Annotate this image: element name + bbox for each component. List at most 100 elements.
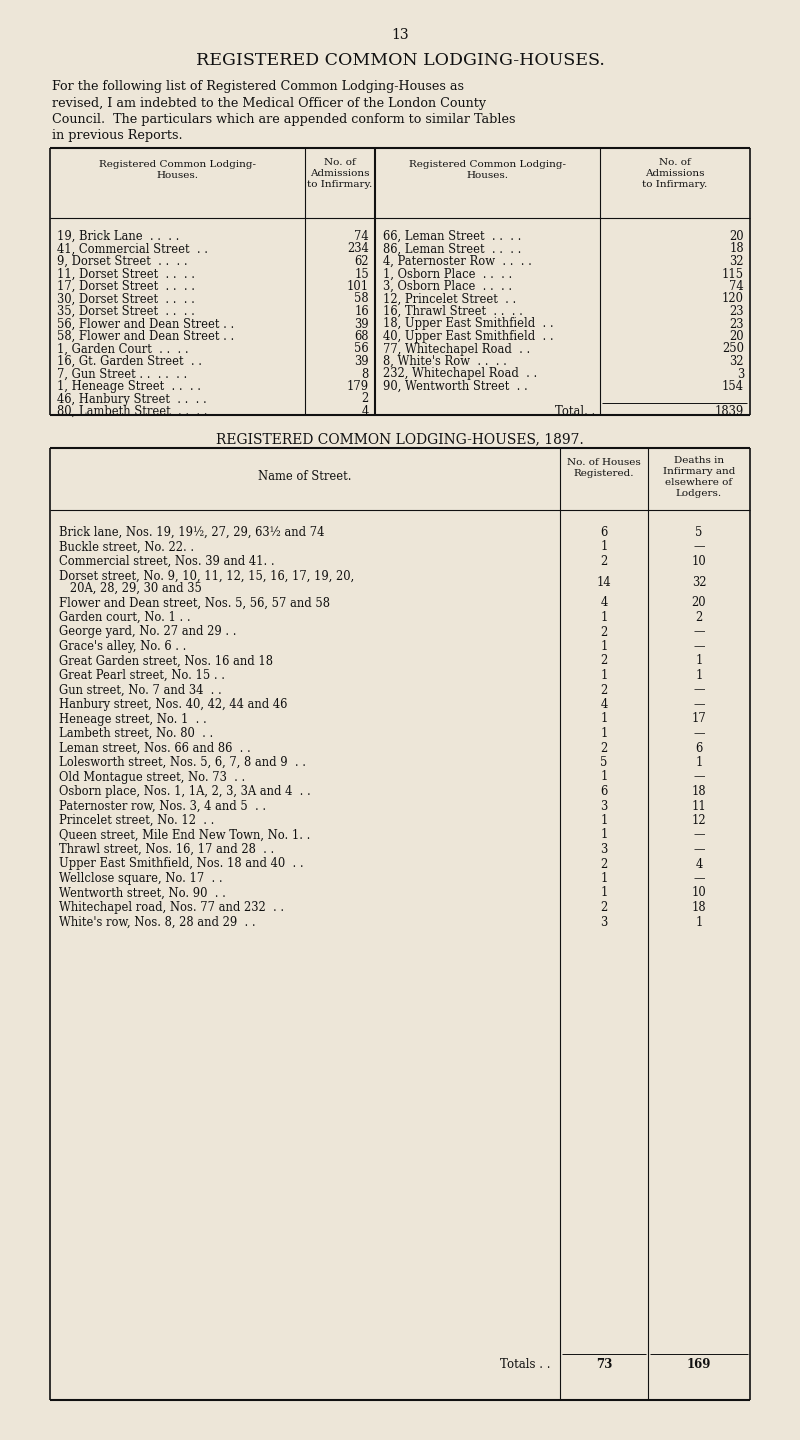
Text: 6: 6 [600, 785, 608, 798]
Text: 74: 74 [730, 279, 744, 292]
Text: Dorset street, No. 9, 10, 11, 12, 15, 16, 17, 19, 20,: Dorset street, No. 9, 10, 11, 12, 15, 16… [59, 569, 354, 583]
Text: No. of Houses: No. of Houses [567, 458, 641, 467]
Text: 10: 10 [692, 887, 706, 900]
Text: 8: 8 [362, 367, 369, 380]
Text: No. of: No. of [324, 158, 356, 167]
Text: 74: 74 [354, 230, 369, 243]
Text: to Infirmary.: to Infirmary. [307, 180, 373, 189]
Text: Wellclose square, No. 17  . .: Wellclose square, No. 17 . . [59, 873, 222, 886]
Text: 101: 101 [347, 279, 369, 292]
Text: 41, Commercial Street  . .: 41, Commercial Street . . [57, 242, 208, 255]
Text: 250: 250 [722, 343, 744, 356]
Text: 3: 3 [600, 842, 608, 855]
Text: —: — [694, 828, 705, 841]
Text: —: — [694, 770, 705, 783]
Text: Admissions: Admissions [310, 168, 370, 179]
Text: 77, Whitechapel Road  . .: 77, Whitechapel Road . . [383, 343, 530, 356]
Text: Paternoster row, Nos. 3, 4 and 5  . .: Paternoster row, Nos. 3, 4 and 5 . . [59, 799, 266, 812]
Text: 4: 4 [600, 698, 608, 711]
Text: Total. .: Total. . [554, 405, 595, 418]
Text: 90, Wentworth Street  . .: 90, Wentworth Street . . [383, 380, 528, 393]
Text: 18: 18 [730, 242, 744, 255]
Text: 1: 1 [600, 814, 608, 827]
Text: 1: 1 [600, 770, 608, 783]
Text: —: — [694, 873, 705, 886]
Text: —: — [694, 698, 705, 711]
Text: Garden court, No. 1 . .: Garden court, No. 1 . . [59, 611, 190, 624]
Text: —: — [694, 842, 705, 855]
Text: 120: 120 [722, 292, 744, 305]
Text: 1, Heneage Street  . .  . .: 1, Heneage Street . . . . [57, 380, 201, 393]
Text: 154: 154 [722, 380, 744, 393]
Text: No. of: No. of [659, 158, 691, 167]
Text: 3: 3 [600, 916, 608, 929]
Text: 179: 179 [347, 380, 369, 393]
Text: 16, Gt. Garden Street  . .: 16, Gt. Garden Street . . [57, 356, 202, 369]
Text: 18: 18 [692, 901, 706, 914]
Text: 12: 12 [692, 814, 706, 827]
Text: 66, Leman Street  . .  . .: 66, Leman Street . . . . [383, 230, 522, 243]
Text: 18: 18 [692, 785, 706, 798]
Text: Deaths in: Deaths in [674, 456, 724, 465]
Text: Hanbury street, Nos. 40, 42, 44 and 46: Hanbury street, Nos. 40, 42, 44 and 46 [59, 698, 287, 711]
Text: Commercial street, Nos. 39 and 41. .: Commercial street, Nos. 39 and 41. . [59, 554, 274, 567]
Text: 68: 68 [354, 330, 369, 343]
Text: 19, Brick Lane  . .  . .: 19, Brick Lane . . . . [57, 230, 179, 243]
Text: Houses.: Houses. [157, 171, 198, 180]
Text: 62: 62 [354, 255, 369, 268]
Text: Registered.: Registered. [574, 469, 634, 478]
Text: 20: 20 [730, 330, 744, 343]
Text: Buckle street, No. 22. .: Buckle street, No. 22. . [59, 540, 194, 553]
Text: Flower and Dean street, Nos. 5, 56, 57 and 58: Flower and Dean street, Nos. 5, 56, 57 a… [59, 596, 330, 609]
Text: Upper East Smithfield, Nos. 18 and 40  . .: Upper East Smithfield, Nos. 18 and 40 . … [59, 857, 304, 871]
Text: 1: 1 [600, 540, 608, 553]
Text: Grace's alley, No. 6 . .: Grace's alley, No. 6 . . [59, 639, 186, 652]
Text: Registered Common Lodging-: Registered Common Lodging- [409, 160, 566, 168]
Text: Osborn place, Nos. 1, 1Α, 2, 3, 3Α and 4  . .: Osborn place, Nos. 1, 1Α, 2, 3, 3Α and 4… [59, 785, 310, 798]
Text: 20: 20 [692, 596, 706, 609]
Text: in previous Reports.: in previous Reports. [52, 130, 182, 143]
Text: 3: 3 [600, 799, 608, 812]
Text: 1: 1 [600, 713, 608, 726]
Text: 12, Princelet Street  . .: 12, Princelet Street . . [383, 292, 516, 305]
Text: Great Garden street, Nos. 16 and 18: Great Garden street, Nos. 16 and 18 [59, 655, 273, 668]
Text: 2: 2 [695, 611, 702, 624]
Text: 169: 169 [687, 1358, 711, 1371]
Text: revised, I am indebted to the Medical Officer of the London County: revised, I am indebted to the Medical Of… [52, 96, 486, 109]
Text: REGISTERED COMMON LODGING-HOUSES, 1897.: REGISTERED COMMON LODGING-HOUSES, 1897. [216, 432, 584, 446]
Text: 20Α, 28, 29, 30 and 35: 20Α, 28, 29, 30 and 35 [59, 582, 202, 595]
Text: 1: 1 [695, 670, 702, 683]
Text: 23: 23 [730, 305, 744, 318]
Text: 4: 4 [695, 857, 702, 871]
Text: 35, Dorset Street  . .  . .: 35, Dorset Street . . . . [57, 305, 195, 318]
Text: Lambeth street, No. 80  . .: Lambeth street, No. 80 . . [59, 727, 214, 740]
Text: 2: 2 [600, 901, 608, 914]
Text: Great Pearl street, No. 15 . .: Great Pearl street, No. 15 . . [59, 670, 225, 683]
Text: 17: 17 [692, 713, 706, 726]
Text: 14: 14 [597, 576, 611, 589]
Text: Gun street, No. 7 and 34  . .: Gun street, No. 7 and 34 . . [59, 684, 222, 697]
Text: 46, Hanbury Street  . .  . .: 46, Hanbury Street . . . . [57, 393, 206, 406]
Text: Lodgers.: Lodgers. [676, 490, 722, 498]
Text: Name of Street.: Name of Street. [258, 469, 352, 482]
Text: 58, Flower and Dean Street . .: 58, Flower and Dean Street . . [57, 330, 234, 343]
Text: 1: 1 [600, 727, 608, 740]
Text: Admissions: Admissions [646, 168, 705, 179]
Text: 6: 6 [600, 526, 608, 539]
Text: 86, Leman Street  . .  . .: 86, Leman Street . . . . [383, 242, 522, 255]
Text: 115: 115 [722, 268, 744, 281]
Text: For the following list of Registered Common Lodging-Houses as: For the following list of Registered Com… [52, 81, 464, 94]
Text: 2: 2 [362, 393, 369, 406]
Text: —: — [694, 639, 705, 652]
Text: 4: 4 [600, 596, 608, 609]
Text: 1: 1 [600, 611, 608, 624]
Text: REGISTERED COMMON LODGING-HOUSES.: REGISTERED COMMON LODGING-HOUSES. [195, 52, 605, 69]
Text: 1: 1 [600, 828, 608, 841]
Text: 80, Lambeth Street  . .  . .: 80, Lambeth Street . . . . [57, 405, 207, 418]
Text: 6: 6 [695, 742, 702, 755]
Text: 32: 32 [730, 356, 744, 369]
Text: Lolesworth street, Nos. 5, 6, 7, 8 and 9  . .: Lolesworth street, Nos. 5, 6, 7, 8 and 9… [59, 756, 306, 769]
Text: 2: 2 [600, 554, 608, 567]
Text: Whitechapel road, Nos. 77 and 232  . .: Whitechapel road, Nos. 77 and 232 . . [59, 901, 284, 914]
Text: 32: 32 [730, 255, 744, 268]
